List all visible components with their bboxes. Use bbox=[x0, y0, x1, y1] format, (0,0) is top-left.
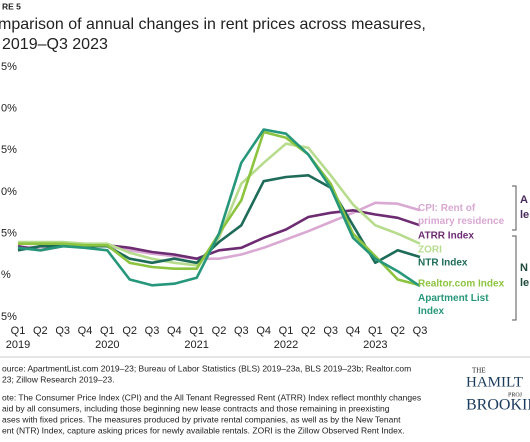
series-line bbox=[18, 142, 421, 267]
x-year-label: 2020 bbox=[95, 339, 119, 351]
y-tick-label: 5% bbox=[1, 228, 17, 240]
bracket-label: A bbox=[520, 194, 528, 206]
x-tick-label: Q3 bbox=[323, 325, 338, 337]
x-tick-label: Q2 bbox=[212, 325, 227, 337]
x-tick-label: Q1 bbox=[189, 325, 204, 337]
legend-label: ZORI bbox=[418, 245, 442, 256]
x-tick-label: Q1 bbox=[11, 325, 26, 337]
y-tick-label: 0% bbox=[1, 186, 17, 198]
x-tick-label: Q1 bbox=[279, 325, 294, 337]
logo-text: THE bbox=[472, 367, 486, 375]
legend-label: ATRR Index bbox=[418, 231, 474, 242]
figure-label: RE 5 bbox=[2, 1, 21, 11]
x-tick-label: Q4 bbox=[167, 325, 182, 337]
x-tick-label: Q4 bbox=[346, 325, 361, 337]
bracket-label: le bbox=[520, 277, 529, 289]
x-tick-label: Q3 bbox=[145, 325, 160, 337]
x-year-label: 2022 bbox=[274, 339, 298, 351]
legend-label: Realtor.com Index bbox=[418, 279, 505, 290]
note-text: ases with fixed prices. The measures pro… bbox=[2, 414, 401, 424]
logo-text: BROOKIN bbox=[466, 397, 530, 414]
y-tick-label: 0% bbox=[1, 103, 17, 115]
bracket-label: le bbox=[520, 209, 529, 221]
x-tick-label: Q4 bbox=[78, 325, 93, 337]
legend-label: CPI: Rent of primary residence bbox=[418, 203, 505, 227]
y-tick-label: 5% bbox=[1, 144, 17, 156]
bracket bbox=[512, 185, 517, 231]
source-text: 23; Zillow Research 2019–23. bbox=[2, 374, 114, 384]
x-year-label: 2023 bbox=[363, 339, 387, 351]
x-tick-label: Q2 bbox=[122, 325, 137, 337]
bracket-label: N bbox=[520, 262, 528, 274]
series-line bbox=[17, 128, 421, 288]
x-tick-label: Q3 bbox=[234, 325, 249, 337]
source-text: ource: ApartmentList.com 2019–23; Bureau… bbox=[2, 363, 411, 373]
logo-text: HAMILT bbox=[466, 374, 523, 390]
x-tick-label: Q4 bbox=[256, 325, 271, 337]
note-text: ent (NTR) Index, capture asking prices f… bbox=[2, 425, 405, 435]
bracket bbox=[512, 235, 517, 321]
y-tick-label: 5% bbox=[1, 311, 17, 323]
chart-title: mparison of annual changes in rent price… bbox=[0, 16, 426, 33]
x-tick-label: Q1 bbox=[100, 325, 115, 337]
legend-label: NTR Index bbox=[418, 258, 468, 269]
y-tick-label: 5% bbox=[1, 61, 17, 73]
chart-subtitle: 2019–Q3 2023 bbox=[2, 36, 108, 53]
x-year-label: 2021 bbox=[184, 339, 208, 351]
logo-text: PROJ bbox=[508, 392, 523, 398]
x-tick-label: Q2 bbox=[390, 325, 405, 337]
legend-label: Apartment List Index bbox=[418, 293, 489, 317]
note-text: ote: The Consumer Price Index (CPI) and … bbox=[2, 392, 421, 402]
x-year-label: 2019 bbox=[6, 339, 30, 351]
x-tick-label: Q3 bbox=[55, 325, 70, 337]
x-tick-label: Q3 bbox=[413, 325, 428, 337]
note-text: aid by all consumers, including those be… bbox=[2, 403, 390, 413]
x-tick-label: Q2 bbox=[33, 325, 48, 337]
x-tick-label: Q2 bbox=[301, 325, 316, 337]
y-tick-label: % bbox=[1, 269, 11, 281]
x-tick-label: Q1 bbox=[368, 325, 383, 337]
